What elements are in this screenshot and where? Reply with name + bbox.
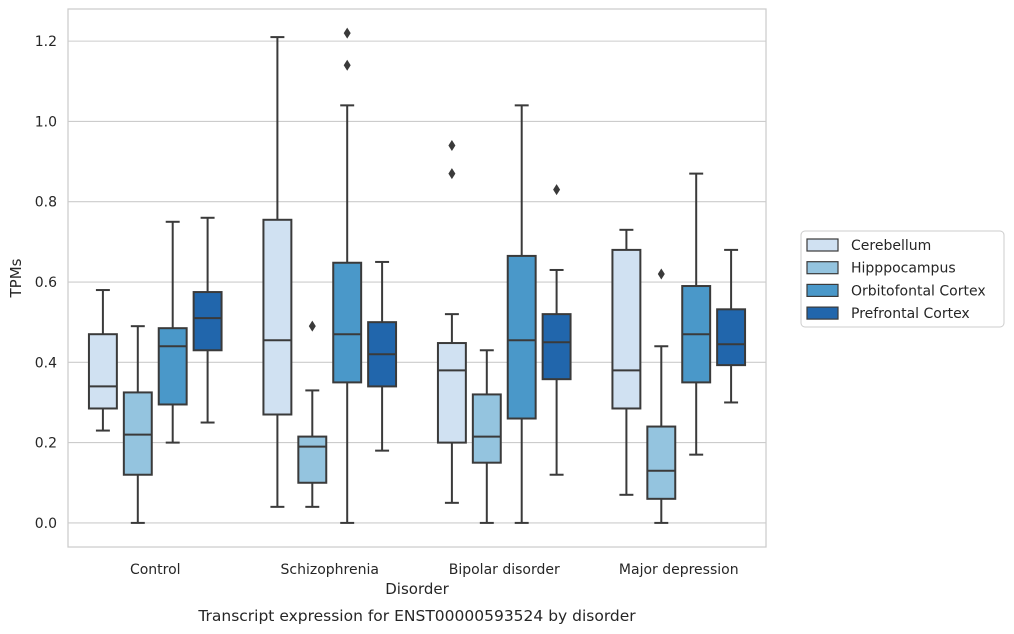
box-body [332, 261, 363, 384]
box-cerebellum [262, 36, 293, 508]
box-cerebellum [436, 140, 467, 504]
x-tick-label: Schizophrenia [281, 562, 379, 578]
box-prefrontal-cortex [541, 184, 572, 476]
legend-label: Hipppocampus [851, 261, 956, 277]
outlier-point [553, 184, 561, 196]
box-orbitofontal-cortex [506, 104, 537, 524]
box-body [646, 425, 677, 500]
box-hipppocampus [471, 349, 502, 524]
y-tick-label: 0.4 [35, 355, 57, 371]
box-prefrontal-cortex [192, 216, 223, 424]
legend-label: Prefrontal Cortex [851, 306, 970, 322]
outlier-point [448, 168, 456, 180]
box-hipppocampus [122, 325, 153, 524]
legend-frame [800, 230, 1005, 328]
legend-label: Orbitofontal Cortex [851, 283, 986, 299]
outlier-point [343, 27, 351, 39]
y-tick-label: 0.0 [35, 516, 57, 532]
outlier-point [308, 320, 316, 332]
y-tick-label: 0.2 [35, 436, 57, 452]
box-orbitofontal-cortex [681, 172, 712, 456]
legend-swatch [806, 283, 839, 297]
y-tick-label: 0.8 [35, 195, 57, 211]
box-cerebellum [87, 289, 118, 432]
y-tick-label: 1.2 [35, 34, 57, 50]
legend-item: Cerebellum [806, 238, 931, 254]
box-body [541, 313, 572, 381]
y-axis-ticks: 0.0 0.2 0.4 0.6 0.8 1.0 1.2 [35, 34, 57, 532]
box-hipppocampus [646, 268, 677, 524]
y-tick-label: 1.0 [35, 114, 57, 130]
outlier-point [657, 268, 665, 280]
box-series [87, 27, 747, 524]
plot-frame [67, 8, 767, 548]
box-body [506, 254, 537, 420]
box-body [262, 218, 293, 416]
box-body [122, 391, 153, 476]
outlier-point [343, 59, 351, 71]
x-axis-label: Disorder [385, 580, 449, 598]
box-hipppocampus [297, 320, 328, 508]
legend-item: Prefrontal Cortex [806, 306, 970, 322]
box-body [87, 333, 118, 410]
box-cerebellum [611, 228, 642, 496]
legend-swatch [806, 306, 839, 320]
box-body [471, 393, 502, 464]
legend-item: Orbitofontal Cortex [806, 283, 986, 299]
box-body [716, 308, 747, 367]
y-tick-label: 0.6 [35, 275, 57, 291]
y-axis-label: TPMs [7, 258, 25, 298]
x-axis-ticks: Control Schizophrenia Bipolar disorder Majo… [130, 562, 739, 578]
box-body [297, 435, 328, 484]
legend-swatch [806, 238, 839, 252]
box-prefrontal-cortex [367, 260, 398, 452]
box-prefrontal-cortex [716, 248, 747, 404]
box-body [192, 291, 223, 352]
legend-label: Cerebellum [851, 238, 931, 254]
box-body [436, 342, 467, 444]
x-tick-label: Major depression [619, 562, 739, 578]
x-tick-label: Bipolar disorder [449, 562, 560, 578]
outlier-point [448, 140, 456, 152]
figure-caption: Transcript expression for ENST0000059352… [197, 607, 636, 625]
box-orbitofontal-cortex [157, 220, 188, 444]
box-orbitofontal-cortex [332, 27, 363, 524]
legend: Cerebellum Hipppocampus Orbitofontal Corte… [800, 230, 1005, 328]
box-body [611, 248, 642, 410]
box-body [157, 327, 188, 406]
x-tick-label: Control [130, 562, 181, 578]
legend-item: Hipppocampus [806, 261, 956, 277]
legend-swatch [806, 261, 839, 275]
